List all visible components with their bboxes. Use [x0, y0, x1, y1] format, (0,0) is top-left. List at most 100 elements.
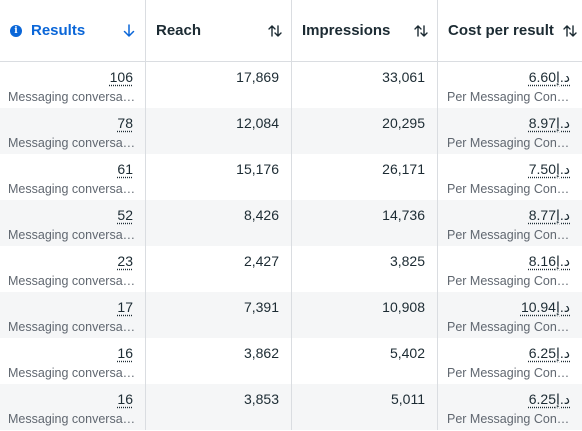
- results-cell: 52 Messaging conversations started: [0, 200, 146, 246]
- cost-per-result-value[interactable]: د.إ6.25: [528, 391, 570, 407]
- results-cell: 23 Messaging conversations started: [0, 246, 146, 292]
- reach-cell: 12,084: [146, 108, 292, 154]
- cost-per-result-value[interactable]: د.إ10.94: [520, 299, 570, 315]
- cost-per-result-type: Per Messaging Conversation Started: [447, 228, 574, 242]
- sort-icon[interactable]: [562, 23, 578, 39]
- impressions-cell: 5,011: [292, 384, 438, 430]
- results-value[interactable]: 17: [117, 299, 133, 315]
- results-cell: 16 Messaging conversations started: [0, 338, 146, 384]
- impressions-value: 14,736: [382, 207, 425, 223]
- reach-value: 2,427: [243, 253, 279, 269]
- impressions-cell: 33,061: [292, 62, 438, 108]
- reach-cell: 2,427: [146, 246, 292, 292]
- cost-per-result-cell: د.إ10.94 Per Messaging Conversation Start…: [438, 292, 582, 338]
- reach-value: 3,853: [243, 391, 279, 407]
- cost-per-result-cell: د.إ8.97 Per Messaging Conversation Starte…: [438, 108, 582, 154]
- results-cell: 16 Messaging conversations started: [0, 384, 146, 430]
- results-type: Messaging conversations started: [8, 136, 137, 150]
- cost-per-result-cell: د.إ6.25 Per Messaging Conversation Starte…: [438, 338, 582, 384]
- cost-per-result-type: Per Messaging Conversation Started: [447, 412, 574, 426]
- results-type: Messaging conversations started: [8, 182, 137, 196]
- cost-per-result-cell: د.إ8.77 Per Messaging Conversation Starte…: [438, 200, 582, 246]
- table-row: 78 Messaging conversations started 12,084 2…: [0, 108, 582, 154]
- impressions-value: 5,011: [391, 391, 425, 407]
- column-header-results[interactable]: i Results: [0, 0, 146, 61]
- column-header-impressions[interactable]: Impressions: [292, 0, 438, 61]
- sort-descending-icon[interactable]: [121, 23, 137, 39]
- results-value[interactable]: 16: [117, 391, 133, 407]
- reach-value: 12,084: [236, 115, 279, 131]
- impressions-cell: 10,908: [292, 292, 438, 338]
- reach-value: 8,426: [243, 207, 279, 223]
- results-value[interactable]: 23: [117, 253, 133, 269]
- impressions-value: 26,171: [382, 161, 425, 177]
- impressions-cell: 14,736: [292, 200, 438, 246]
- cost-per-result-type: Per Messaging Conversation Started: [447, 366, 574, 380]
- impressions-cell: 3,825: [292, 246, 438, 292]
- reach-cell: 8,426: [146, 200, 292, 246]
- cost-per-result-cell: د.إ8.16 Per Messaging Conversation Starte…: [438, 246, 582, 292]
- impressions-cell: 20,295: [292, 108, 438, 154]
- results-type: Messaging conversations started: [8, 412, 137, 426]
- reach-value: 15,176: [236, 161, 279, 177]
- table-row: 17 Messaging conversations started 7,391 10…: [0, 292, 582, 338]
- cost-per-result-type: Per Messaging Conversation Started: [447, 90, 574, 104]
- table-row: 52 Messaging conversations started 8,426 14…: [0, 200, 582, 246]
- results-value[interactable]: 106: [109, 69, 133, 85]
- results-cell: 61 Messaging conversations started: [0, 154, 146, 200]
- impressions-value: 3,825: [389, 253, 425, 269]
- impressions-value: 20,295: [382, 115, 425, 131]
- sort-icon[interactable]: [413, 23, 429, 39]
- results-type: Messaging conversations started: [8, 90, 137, 104]
- table-row: 16 Messaging conversations started 3,853 5,…: [0, 384, 582, 430]
- sort-icon[interactable]: [267, 23, 283, 39]
- info-icon[interactable]: i: [10, 24, 22, 37]
- impressions-value: 5,402: [389, 345, 425, 361]
- table-row: 23 Messaging conversations started 2,427 3,…: [0, 246, 582, 292]
- results-type: Messaging conversations started: [8, 320, 137, 334]
- cost-per-result-cell: د.إ7.50 Per Messaging Conversation Starte…: [438, 154, 582, 200]
- column-header-cost-per-result-label: Cost per result: [448, 22, 554, 39]
- results-cell: 78 Messaging conversations started: [0, 108, 146, 154]
- results-cell: 106 Messaging conversations started: [0, 62, 146, 108]
- column-header-results-label: Results: [31, 22, 86, 39]
- table-header: i Results Reach Impressions Cost per res…: [0, 0, 582, 62]
- results-type: Messaging conversations started: [8, 228, 137, 242]
- reach-cell: 3,853: [146, 384, 292, 430]
- results-value[interactable]: 16: [117, 345, 133, 361]
- results-value[interactable]: 61: [117, 161, 133, 177]
- cost-per-result-value[interactable]: د.إ7.50: [528, 161, 570, 177]
- impressions-cell: 5,402: [292, 338, 438, 384]
- reach-cell: 7,391: [146, 292, 292, 338]
- cost-per-result-value[interactable]: د.إ8.97: [528, 115, 570, 131]
- table-row: 61 Messaging conversations started 15,176 2…: [0, 154, 582, 200]
- cost-per-result-value[interactable]: د.إ8.16: [528, 253, 570, 269]
- cost-per-result-cell: د.إ6.25 Per Messaging Conversation Starte…: [438, 384, 582, 430]
- column-header-reach[interactable]: Reach: [146, 0, 292, 61]
- column-header-reach-label: Reach: [156, 22, 202, 39]
- cost-per-result-value[interactable]: د.إ8.77: [528, 207, 570, 223]
- results-type: Messaging conversations started: [8, 274, 137, 288]
- cost-per-result-type: Per Messaging Conversation Started: [447, 182, 574, 196]
- cost-per-result-type: Per Messaging Conversation Started: [447, 320, 574, 334]
- cost-per-result-value[interactable]: د.إ6.25: [528, 345, 570, 361]
- impressions-value: 33,061: [382, 69, 425, 85]
- cost-per-result-value[interactable]: د.إ6.60: [528, 69, 570, 85]
- column-header-impressions-label: Impressions: [302, 22, 391, 39]
- reach-value: 17,869: [236, 69, 279, 85]
- column-header-cost-per-result[interactable]: Cost per result: [438, 0, 582, 61]
- results-type: Messaging conversations started: [8, 366, 137, 380]
- reach-value: 7,391: [243, 299, 279, 315]
- cost-per-result-cell: د.إ6.60 Per Messaging Conversation Starte…: [438, 62, 582, 108]
- results-value[interactable]: 52: [117, 207, 133, 223]
- table-row: 106 Messaging conversations started 17,869…: [0, 62, 582, 108]
- reach-cell: 3,862: [146, 338, 292, 384]
- results-value[interactable]: 78: [117, 115, 133, 131]
- impressions-value: 10,908: [382, 299, 425, 315]
- table-row: 16 Messaging conversations started 3,862 5,…: [0, 338, 582, 384]
- reach-cell: 17,869: [146, 62, 292, 108]
- reach-value: 3,862: [243, 345, 279, 361]
- cost-per-result-type: Per Messaging Conversation Started: [447, 136, 574, 150]
- impressions-cell: 26,171: [292, 154, 438, 200]
